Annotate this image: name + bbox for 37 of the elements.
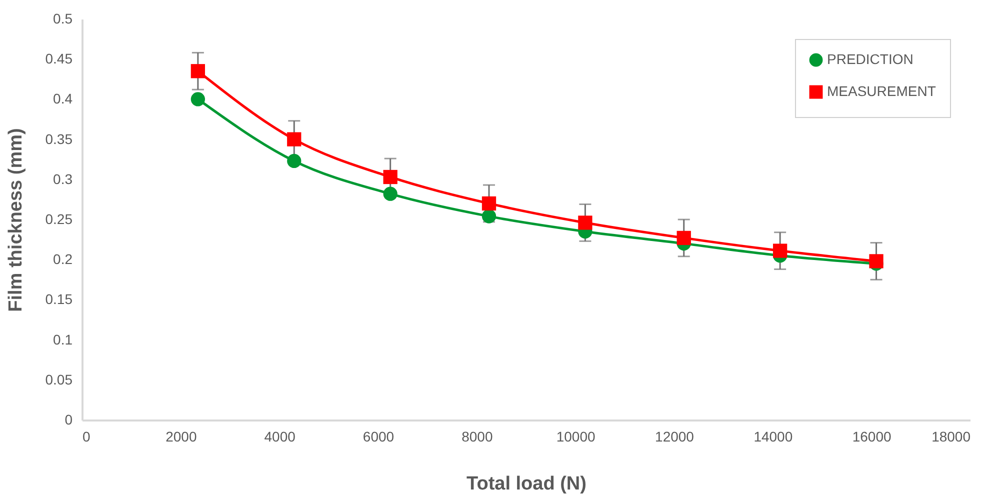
- point: [287, 154, 302, 168]
- y-tick-label: 0.4: [53, 90, 73, 107]
- x-tick-label: 0: [82, 428, 90, 444]
- point: [190, 92, 206, 106]
- point: [578, 216, 592, 230]
- point: [482, 196, 496, 211]
- legend-label: MEASUREMENT: [827, 83, 936, 99]
- x-tick-label: 14000: [754, 428, 793, 444]
- y-tick-label: 0: [64, 412, 73, 428]
- y-tick-label: 0.35: [45, 130, 73, 147]
- x-tick-label: 10000: [556, 428, 596, 444]
- x-tick-label: 2000: [166, 428, 197, 444]
- y-tick-label: 0.15: [45, 291, 73, 308]
- point: [190, 64, 206, 78]
- x-tick-label: 6000: [362, 428, 394, 444]
- point: [676, 230, 691, 246]
- x-tick-label: 18000: [932, 428, 971, 444]
- x-tick-label: 16000: [852, 428, 892, 444]
- point: [287, 132, 302, 146]
- point: [869, 254, 884, 268]
- y-tick-label: 0.5: [53, 10, 73, 26]
- legend-label: PREDICTION: [827, 51, 914, 67]
- y-tick-label: 0.3: [53, 170, 73, 187]
- y-tick-label: 0.2: [53, 251, 73, 268]
- x-tick-label: 12000: [655, 428, 694, 444]
- y-axis-title: Film thickness (mm): [5, 128, 26, 312]
- point: [482, 209, 496, 224]
- point: [772, 244, 788, 258]
- y-tick-label: 0.1: [53, 331, 73, 348]
- x-tick-label: 8000: [462, 428, 493, 444]
- y-tick-label: 0.05: [45, 371, 73, 388]
- x-axis-title: Total load (N): [466, 474, 586, 494]
- y-tick-label: 0.45: [45, 50, 73, 67]
- point: [383, 186, 398, 201]
- y-tick-label: 0.25: [45, 211, 73, 227]
- x-tick-label: 4000: [264, 428, 296, 444]
- point: [383, 170, 398, 184]
